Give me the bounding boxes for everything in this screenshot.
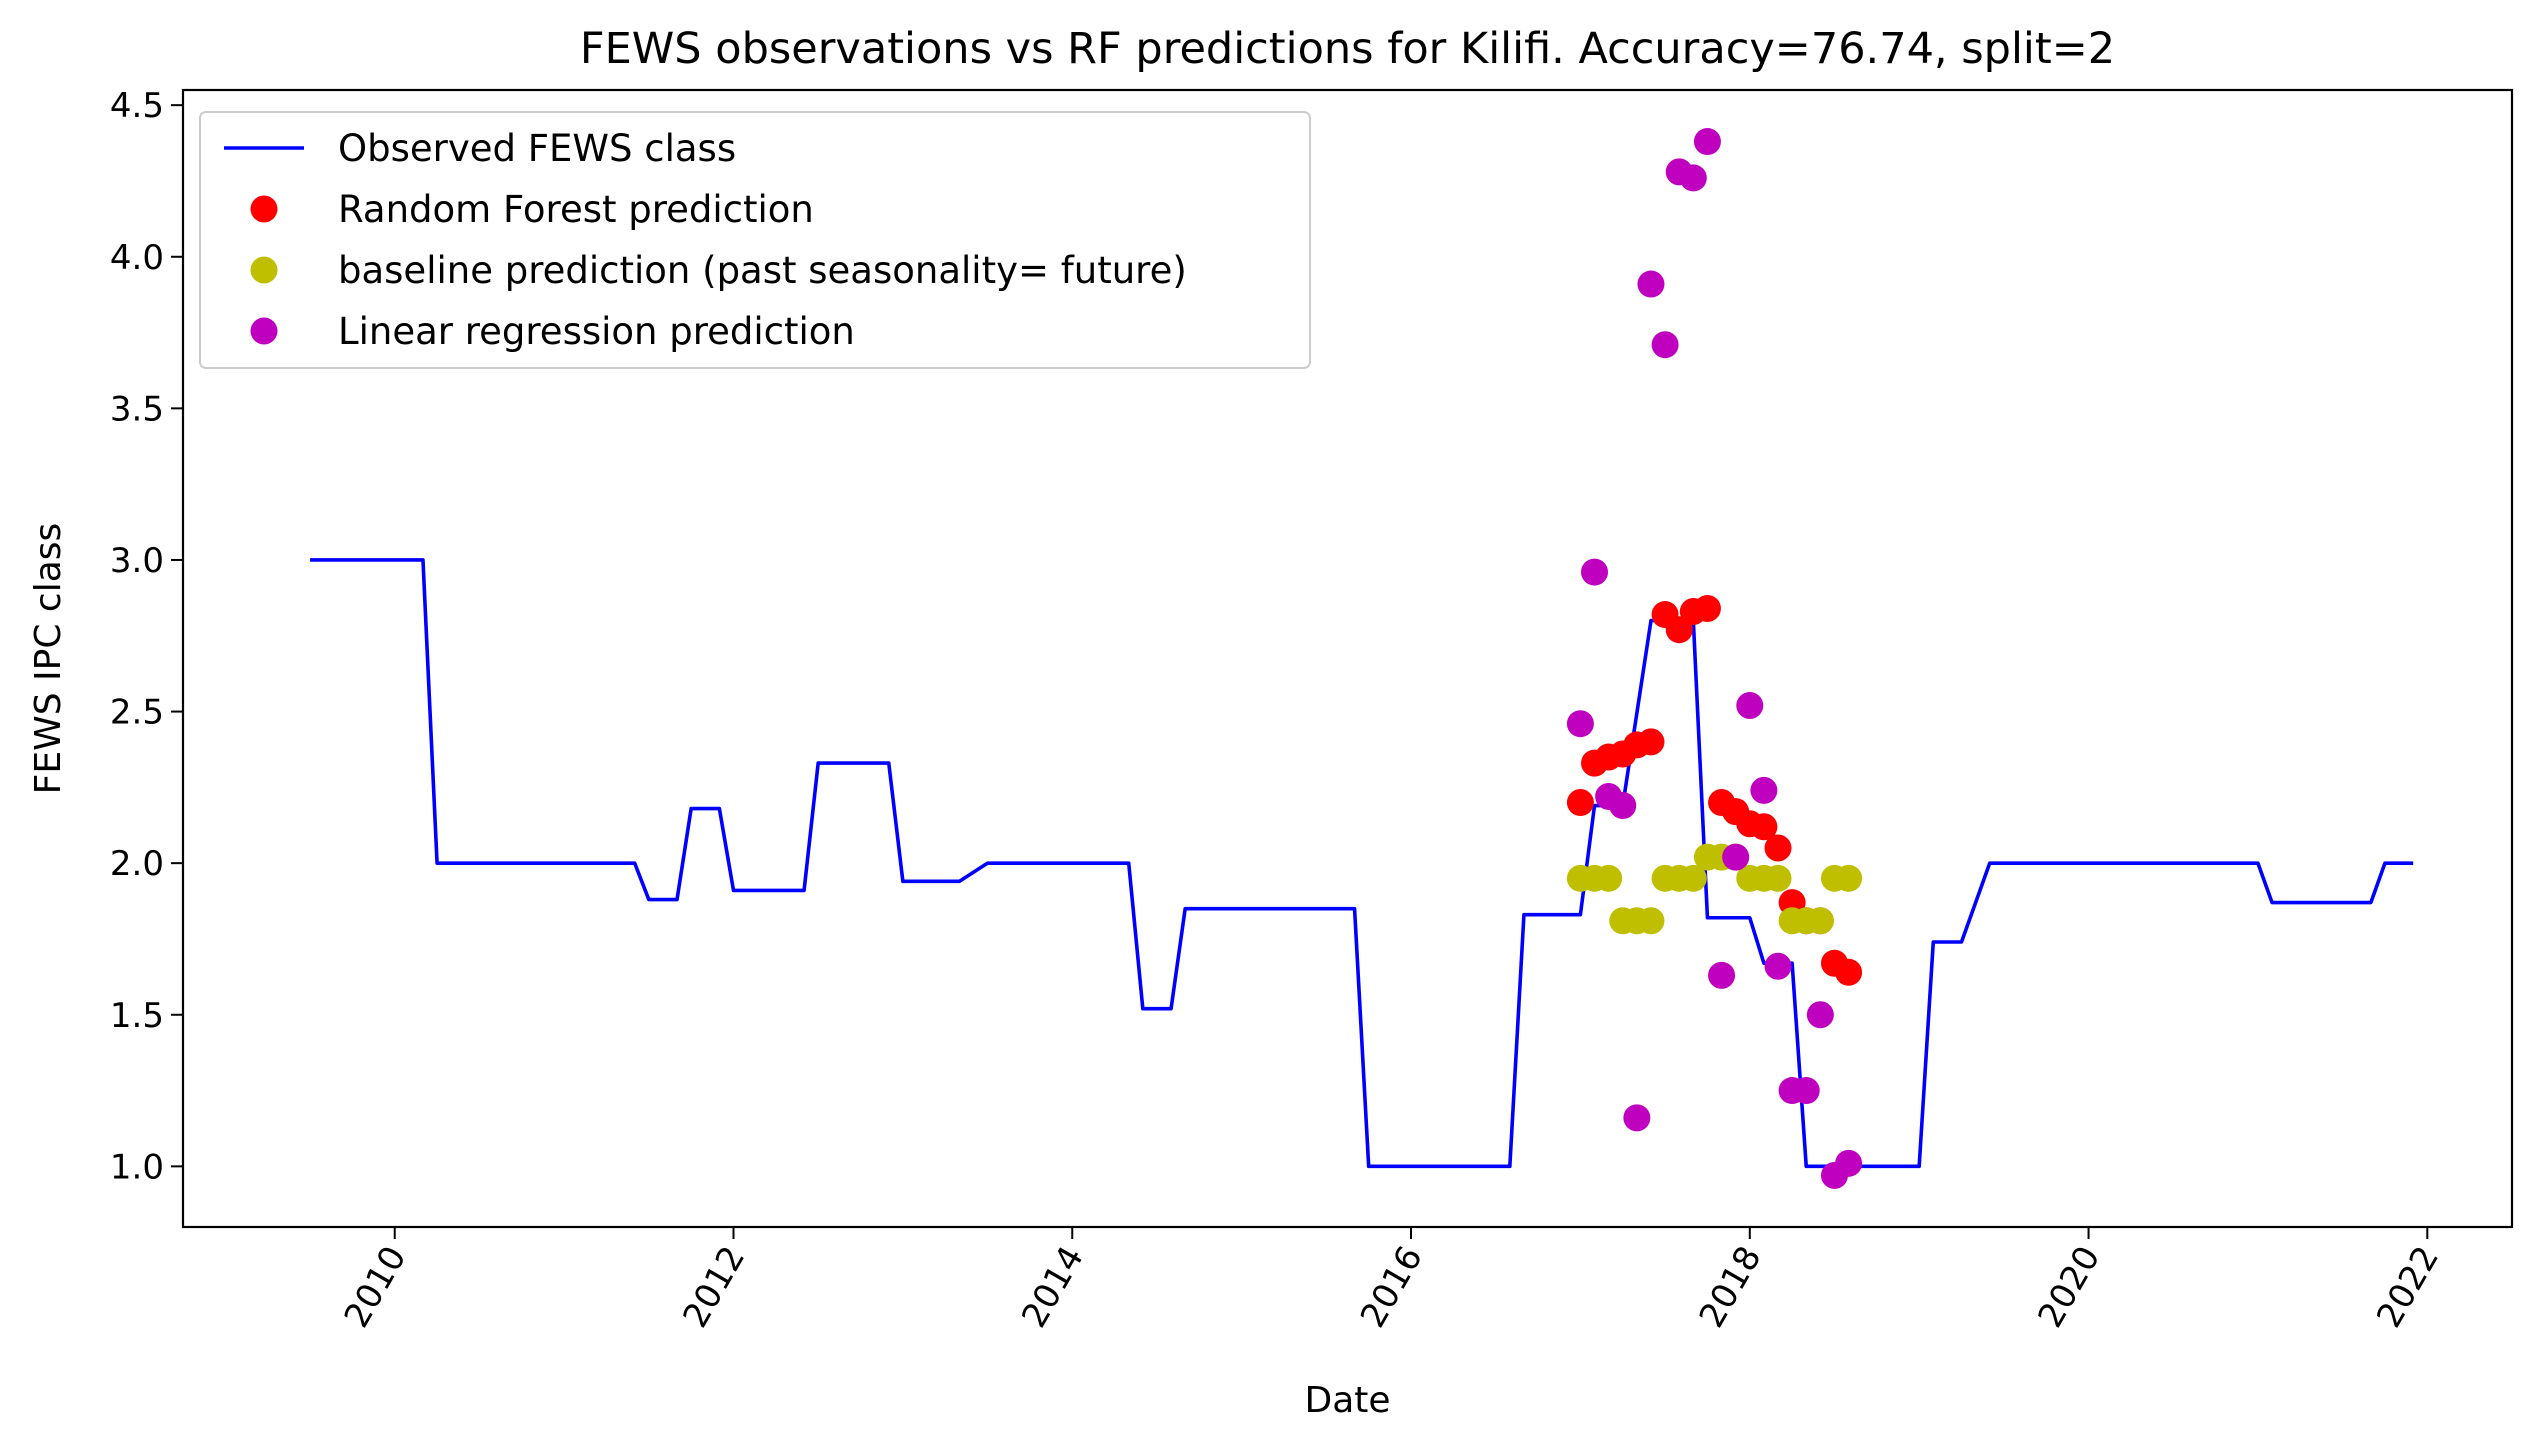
y-tick-label: 3.5: [110, 389, 164, 429]
legend-swatch-marker: [250, 256, 278, 284]
y-axis-label: FEWS IPC class: [28, 523, 69, 795]
x-tick-label: 2014: [1014, 1240, 1092, 1335]
legend-swatch-marker: [250, 317, 278, 345]
y-tick-label: 1.5: [110, 996, 164, 1036]
linreg-point: [1708, 961, 1736, 989]
rf-point: [1750, 813, 1778, 841]
linreg-point: [1736, 691, 1764, 719]
linreg-point: [1566, 710, 1594, 738]
rf-point: [1665, 616, 1693, 644]
linreg-point: [1581, 558, 1609, 586]
x-tick-label: 2016: [1353, 1240, 1431, 1335]
linreg-point: [1835, 1149, 1863, 1177]
linreg-point: [1792, 1077, 1820, 1105]
rf-point: [1764, 834, 1792, 862]
plot-frame: [181, 88, 2514, 1229]
x-tick-label: 2018: [1692, 1240, 1770, 1335]
baseline-point: [1806, 907, 1834, 935]
linreg-point: [1679, 164, 1707, 192]
y-tick-label: 2.5: [110, 693, 164, 733]
linreg-point: [1806, 1001, 1834, 1029]
baseline-point: [1595, 864, 1623, 892]
linreg-point: [1750, 776, 1778, 804]
x-axis-label: Date: [1304, 1380, 1390, 1421]
x-tick-label: 2012: [675, 1240, 753, 1335]
baseline-point: [1637, 907, 1665, 935]
linreg-point: [1722, 843, 1750, 871]
rf-point: [1637, 728, 1665, 756]
x-tick-label: 2022: [2369, 1240, 2447, 1335]
legend-box: [199, 111, 1311, 369]
x-tick-label: 2020: [2030, 1240, 2108, 1335]
rf-point: [1835, 958, 1863, 986]
y-tick-label: 4.0: [110, 238, 164, 278]
linreg-point: [1651, 331, 1679, 359]
legend-swatch-marker: [250, 195, 278, 223]
y-tick-label: 3.0: [110, 541, 164, 581]
legend-label: Linear regression prediction: [338, 310, 855, 353]
baseline-point: [1835, 864, 1863, 892]
chart-title: FEWS observations vs RF predictions for …: [580, 24, 2115, 74]
rf-point: [1566, 789, 1594, 817]
linreg-point: [1764, 952, 1792, 980]
linreg-point: [1609, 792, 1637, 820]
linreg-point: [1637, 270, 1665, 298]
baseline-point: [1679, 864, 1707, 892]
legend-label: Observed FEWS class: [338, 127, 736, 170]
x-tick-label: 2010: [337, 1240, 415, 1335]
legend-label: baseline prediction (past seasonality= f…: [338, 249, 1187, 292]
y-tick-label: 4.5: [110, 86, 164, 126]
rf-point: [1693, 594, 1721, 622]
y-tick-label: 1.0: [110, 1147, 164, 1187]
linreg-point: [1623, 1104, 1651, 1132]
series-line-observed: [310, 558, 2414, 1169]
linreg-point: [1693, 128, 1721, 156]
y-tick-label: 2.0: [110, 844, 164, 884]
baseline-point: [1764, 864, 1792, 892]
legend-label: Random Forest prediction: [338, 188, 814, 231]
